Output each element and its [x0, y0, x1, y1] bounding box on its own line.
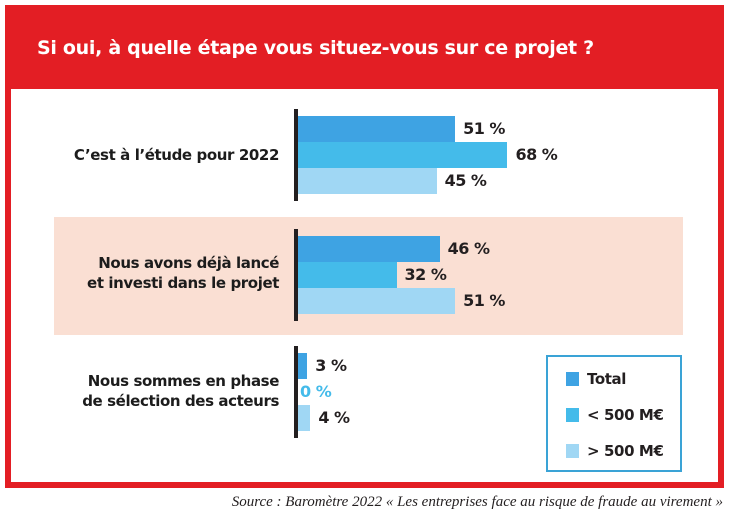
bar	[298, 116, 456, 142]
category-label: C’est à l’étude pour 2022	[73, 145, 280, 165]
bar	[298, 288, 456, 314]
legend-label: > 500 M€	[587, 442, 664, 460]
value-label: 3 %	[315, 356, 347, 375]
value-label: 46 %	[447, 239, 490, 258]
bar	[298, 262, 397, 288]
bar	[298, 353, 308, 379]
axis-line	[294, 109, 298, 201]
bar	[298, 405, 311, 431]
axis-line	[294, 229, 298, 321]
value-label: 4 %	[318, 408, 350, 427]
source-caption: Source : Baromètre 2022 « Les entreprise…	[231, 494, 723, 510]
legend: Total < 500 M€ > 500 M€	[546, 355, 682, 472]
value-label: 0 %	[300, 382, 332, 401]
category-label-line: Nous sommes en phase	[87, 372, 280, 390]
header-banner: Si oui, à quelle étape vous situez-vous …	[5, 5, 724, 89]
category-label-line: et investi dans le projet	[87, 274, 279, 292]
category-label: Nous avons déjà lancé et investi dans le …	[87, 253, 279, 293]
value-label: 45 %	[444, 171, 487, 190]
legend-swatch-over-500	[566, 444, 579, 458]
axis-line	[294, 346, 298, 438]
bar	[298, 142, 508, 168]
category-label-line: C’est à l’étude pour 2022	[73, 146, 280, 164]
legend-swatch-under-500	[566, 408, 579, 422]
legend-label: Total	[587, 370, 626, 388]
value-label: 51 %	[463, 291, 505, 310]
value-label: 32 %	[404, 265, 447, 284]
bar	[298, 236, 440, 262]
value-label: 51 %	[463, 119, 505, 138]
legend-item-over-500: > 500 M€	[566, 441, 664, 461]
chart-title: Si oui, à quelle étape vous situez-vous …	[37, 37, 594, 59]
bar	[298, 168, 437, 194]
legend-label: < 500 M€	[587, 406, 664, 424]
legend-item-under-500: < 500 M€	[566, 405, 664, 425]
value-label: 68 %	[515, 145, 558, 164]
category-label-line: de sélection des acteurs	[82, 392, 279, 410]
chart-frame	[5, 5, 724, 488]
category-label: Nous sommes en phase de sélection des act…	[82, 371, 279, 411]
category-label-line: Nous avons déjà lancé	[98, 254, 279, 272]
legend-item-total: Total	[566, 369, 626, 389]
legend-swatch-total	[566, 372, 579, 386]
